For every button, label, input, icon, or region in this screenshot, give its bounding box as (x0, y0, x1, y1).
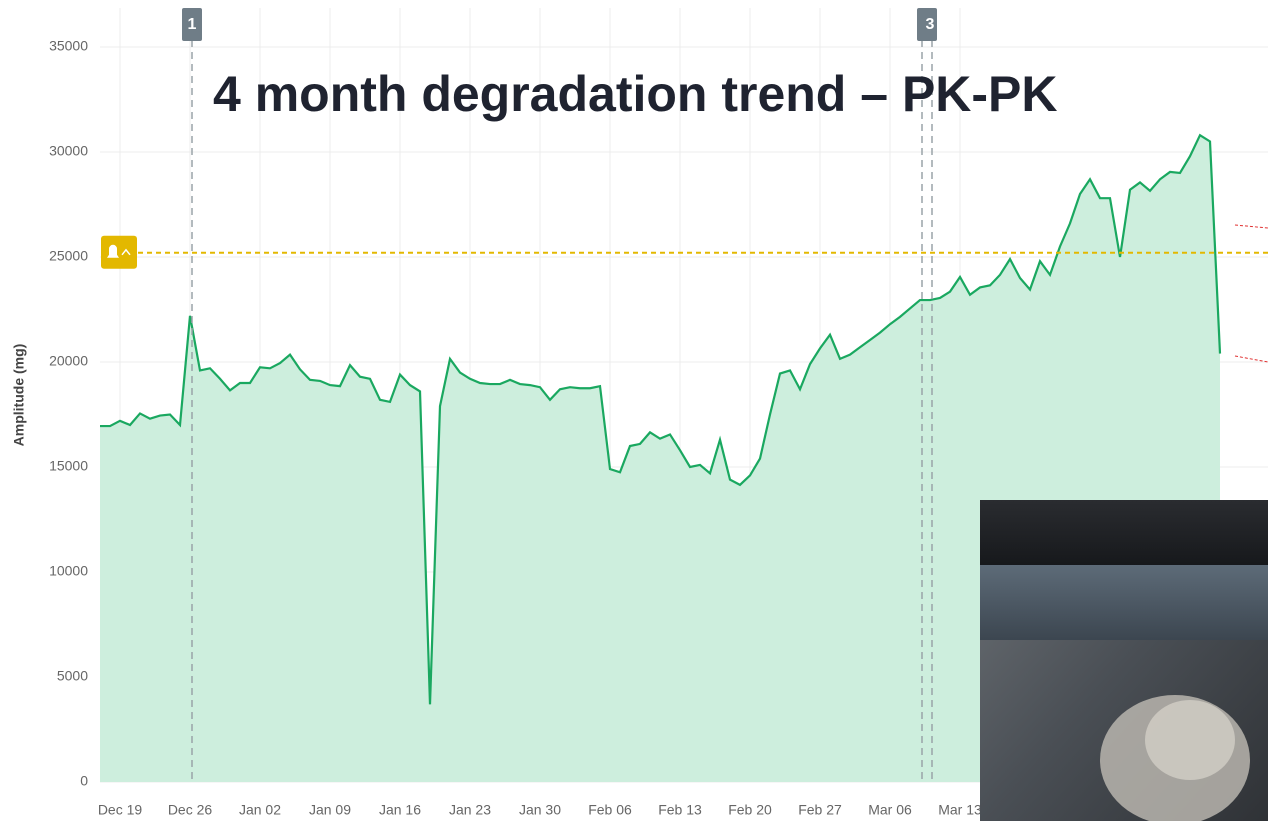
x-tick-label: Feb 20 (728, 802, 772, 818)
event-badge (182, 8, 202, 41)
y-tick-label: 0 (80, 773, 88, 789)
event-label: 1 (188, 16, 197, 33)
x-tick-label: Jan 02 (239, 802, 281, 818)
event-badge (917, 8, 937, 41)
x-tick-label: Feb 06 (588, 802, 632, 818)
x-tick-label: Dec 19 (98, 802, 143, 818)
x-tick-label: Jan 23 (449, 802, 491, 818)
y-axis-label: Amplitude (mg) (11, 344, 27, 447)
photo (980, 500, 1268, 821)
threshold-badge (101, 235, 137, 269)
y-tick-label: 10000 (49, 563, 88, 579)
chart-title: 4 month degradation trend – PK-PK (213, 66, 1058, 122)
plot: 0 5000 10000 15000 20000 25000 30000 35000 Dec 1… (49, 8, 1268, 818)
y-tick-label: 25000 (49, 248, 88, 264)
x-tick-label: Feb 27 (798, 802, 842, 818)
y-tick-label: 15000 (49, 458, 88, 474)
bell-icon (107, 244, 119, 258)
area (100, 135, 1220, 782)
y-tick-label: 5000 (57, 668, 88, 684)
x-tick-label: Mar 06 (868, 802, 912, 818)
x-tick-label: Jan 30 (519, 802, 561, 818)
y-tick-label: 20000 (49, 353, 88, 369)
leader (1234, 355, 1268, 363)
caret-icon (121, 248, 131, 256)
x-tick-label: Mar 13 (938, 802, 982, 818)
line (100, 133, 1222, 705)
x-tick-label: Jan 09 (309, 802, 351, 818)
x-tick-label: Jan 16 (379, 802, 421, 818)
y-tick-label: 30000 (49, 143, 88, 159)
x-tick-label: Feb 13 (658, 802, 702, 818)
event-label: 3 (926, 16, 935, 33)
x-tick-label: Dec 26 (168, 802, 213, 818)
leader (1234, 224, 1268, 229)
y-tick-label: 35000 (49, 38, 88, 54)
